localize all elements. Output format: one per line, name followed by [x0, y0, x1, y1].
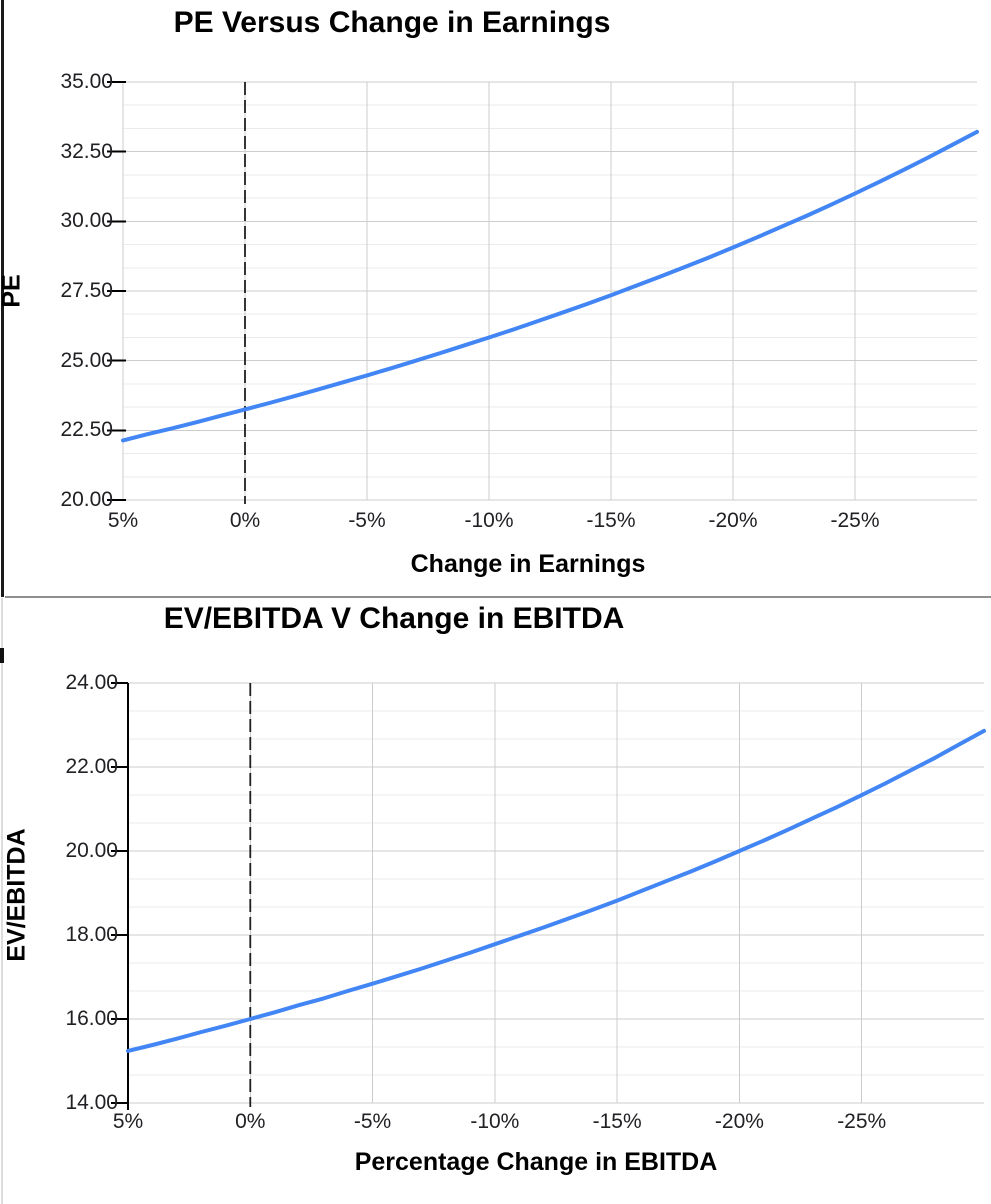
ev-ebitda-chart-title: EV/EBITDA V Change in EBITDA: [163, 602, 625, 635]
left-edge-mark: [0, 648, 4, 663]
y-tick-label: 18.00: [65, 923, 118, 946]
y-tick-label: 22.00: [65, 755, 118, 778]
y-tick-label: 16.00: [65, 1007, 118, 1030]
y-tick-label: 20.00: [65, 839, 118, 862]
y-tick-label: 20.00: [60, 488, 113, 511]
y-tick-label: 14.00: [65, 1091, 118, 1114]
panel-divider: [5, 596, 991, 598]
x-tick-label: -25%: [837, 1110, 887, 1133]
x-tick-label: -5%: [348, 509, 386, 532]
top-chart-left-border: [1, 0, 4, 597]
x-tick-label: 0%: [235, 1110, 266, 1133]
x-tick-label: 5%: [112, 1110, 144, 1133]
x-tick-label: 5%: [107, 509, 139, 532]
x-tick-label: -20%: [714, 1110, 764, 1133]
x-tick-label: -10%: [464, 509, 514, 532]
x-tick-label: -15%: [592, 1110, 642, 1133]
y-tick-label: 30.00: [60, 209, 113, 233]
x-tick-label: -25%: [830, 509, 880, 532]
y-tick-label: 27.50: [60, 279, 113, 302]
pe-x-axis-title: Change in Earnings: [410, 550, 646, 578]
x-tick-label: -10%: [470, 1110, 520, 1133]
bottom-chart-left-border: [1, 598, 3, 1204]
y-tick-label: 32.50: [60, 139, 113, 163]
y-tick-label: 25.00: [60, 348, 113, 372]
ev-ebitda-x-axis-title: Percentage Change in EBITDA: [354, 1148, 718, 1176]
pe-chart-title: PE Versus Change in Earnings: [173, 6, 611, 39]
y-tick-label: 22.50: [60, 418, 113, 442]
x-tick-label: -20%: [708, 509, 758, 532]
x-tick-label: -15%: [586, 509, 636, 532]
y-tick-label: 35.00: [60, 70, 113, 93]
y-tick-label: 24.00: [65, 671, 118, 694]
x-tick-label: -5%: [353, 1110, 392, 1133]
pe-y-axis-title: PE: [0, 274, 26, 308]
ev-ebitda-y-axis-title: EV/EBITDA: [2, 828, 31, 962]
x-tick-label: 0%: [229, 509, 261, 532]
